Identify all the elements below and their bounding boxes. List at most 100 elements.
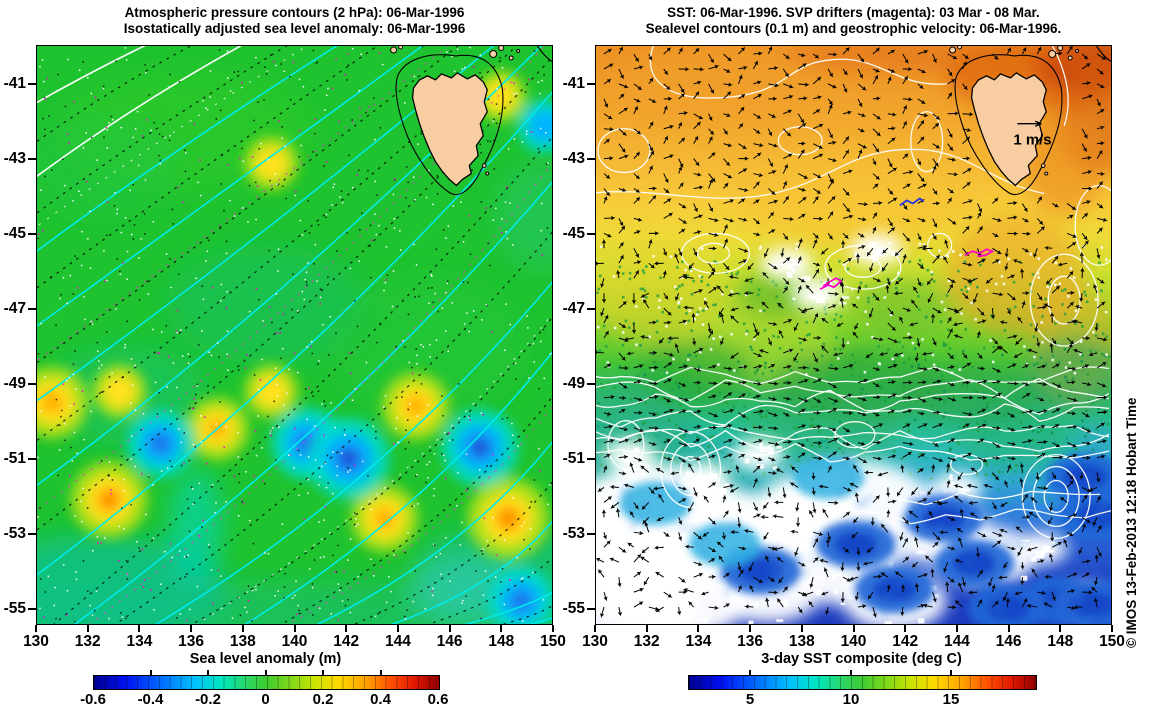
- x-tick-mark: [1007, 625, 1010, 632]
- y-tick-mark: [28, 158, 36, 160]
- y-tick-mark: [587, 158, 595, 160]
- y-tick-label: -49: [562, 375, 585, 392]
- colorbar-tick-label: -0.6: [80, 691, 106, 708]
- colorbar-tick-label: 10: [842, 691, 860, 708]
- colorbar-tick-mark: [207, 670, 209, 676]
- y-tick-label: -47: [3, 300, 26, 317]
- x-tick-mark: [1111, 625, 1113, 632]
- left-colorbar: [93, 675, 440, 690]
- y-tick-label: -43: [3, 150, 26, 167]
- right-title-line1: SST: 06-Mar-1996. SVP drifters (magenta)…: [667, 5, 1040, 20]
- y-tick-label: -55: [562, 600, 585, 617]
- y-tick-label: -51: [3, 450, 26, 467]
- cold-water-patches: [619, 453, 1111, 624]
- x-tick-label: 150: [1099, 633, 1125, 650]
- x-tick-label: 144: [384, 633, 411, 650]
- copyright-watermark: © IMOS 13-Feb-2013 12:18 Hobart Time: [1124, 397, 1139, 648]
- x-tick-label: 148: [488, 633, 515, 650]
- x-tick-label: 142: [892, 633, 919, 650]
- y-tick-label: -41: [3, 75, 26, 92]
- left-panel-plot-area: [36, 45, 553, 625]
- colorbar-tick-label: 0.6: [427, 691, 449, 708]
- tasmania-land: [390, 46, 552, 195]
- x-tick-label: 146: [436, 633, 463, 650]
- y-tick-mark: [28, 308, 36, 310]
- x-tick-label: 140: [840, 633, 867, 650]
- x-tick-label: 144: [943, 633, 970, 650]
- x-tick-mark: [552, 625, 554, 632]
- geostrophic-velocity-arrows: [596, 46, 1109, 619]
- y-tick-label: -41: [562, 75, 585, 92]
- y-tick-label: -45: [562, 225, 585, 242]
- x-tick-label: 134: [126, 633, 153, 650]
- left-title-line2: Isostatically adjusted sea level anomaly…: [123, 21, 466, 36]
- colorbar-tick-mark: [149, 670, 152, 676]
- colorbar-tick-mark: [379, 670, 382, 676]
- y-tick-mark: [28, 83, 36, 85]
- y-tick-mark: [587, 233, 595, 235]
- x-tick-mark: [955, 625, 958, 632]
- x-tick-mark: [800, 625, 803, 632]
- x-tick-label: 132: [633, 633, 660, 650]
- x-tick-mark: [396, 625, 399, 632]
- x-tick-mark: [448, 625, 451, 632]
- x-tick-label: 130: [23, 633, 49, 650]
- y-tick-mark: [28, 383, 36, 385]
- x-tick-mark: [1059, 625, 1062, 632]
- x-tick-mark: [190, 625, 193, 632]
- y-tick-mark: [587, 308, 595, 310]
- x-tick-mark: [749, 625, 752, 632]
- x-tick-label: 136: [737, 633, 764, 650]
- colorbar-tick-mark: [950, 670, 952, 676]
- x-tick-mark: [697, 625, 700, 632]
- sst-map: 1 m/s: [596, 46, 1111, 624]
- y-tick-label: -53: [562, 525, 585, 542]
- y-tick-label: -53: [3, 525, 26, 542]
- y-tick-mark: [587, 608, 595, 610]
- right-colorbar: [688, 675, 1037, 690]
- x-tick-label: 130: [582, 633, 608, 650]
- y-tick-label: -49: [3, 375, 26, 392]
- colorbar-tick-mark: [264, 670, 267, 676]
- y-tick-mark: [587, 83, 595, 85]
- x-tick-label: 150: [540, 633, 566, 650]
- y-tick-label: -51: [562, 450, 585, 467]
- x-tick-mark: [345, 625, 348, 632]
- velocity-scale: 1 m/s: [1013, 120, 1052, 149]
- colorbar-tick-mark: [749, 670, 751, 676]
- x-tick-label: 138: [229, 633, 256, 650]
- colorbar-tick-label: -0.4: [137, 691, 164, 708]
- x-tick-label: 148: [1047, 633, 1074, 650]
- left-title-line1: Atmospheric pressure contours (2 hPa): 0…: [124, 5, 465, 20]
- x-tick-label: 136: [178, 633, 205, 650]
- colorbar-tick-mark: [850, 670, 852, 676]
- sea-level-anomaly-blobs: [37, 70, 552, 624]
- velocity-scale-label: 1 m/s: [1013, 132, 1051, 149]
- colorbar-tick-label: 0: [261, 691, 270, 708]
- right-colorbar-title: 3-day SST composite (deg C): [761, 651, 962, 667]
- y-tick-mark: [28, 233, 36, 235]
- colorbar-tick-label: 0.2: [312, 691, 334, 708]
- x-tick-label: 146: [995, 633, 1022, 650]
- left-colorbar-title: Sea level anomaly (m): [189, 651, 342, 667]
- x-tick-label: 140: [281, 633, 308, 650]
- right-panel-plot-area: 1 m/s: [595, 45, 1112, 625]
- x-tick-label: 142: [333, 633, 360, 650]
- x-tick-label: 134: [685, 633, 712, 650]
- x-tick-mark: [594, 625, 596, 632]
- x-tick-mark: [852, 625, 855, 632]
- colorbar-tick-label: 15: [942, 691, 960, 708]
- y-tick-mark: [587, 458, 595, 460]
- x-tick-mark: [293, 625, 296, 632]
- x-tick-mark: [35, 625, 37, 632]
- x-tick-mark: [138, 625, 141, 632]
- y-tick-mark: [28, 533, 36, 535]
- colorbar-tick-label: -0.2: [195, 691, 221, 708]
- y-tick-mark: [587, 533, 595, 535]
- x-tick-mark: [86, 625, 89, 632]
- y-tick-label: -43: [562, 150, 585, 167]
- y-tick-mark: [28, 608, 36, 610]
- y-tick-label: -47: [562, 300, 585, 317]
- right-title-line2: Sealevel contours (0.1 m) and geostrophi…: [645, 21, 1062, 36]
